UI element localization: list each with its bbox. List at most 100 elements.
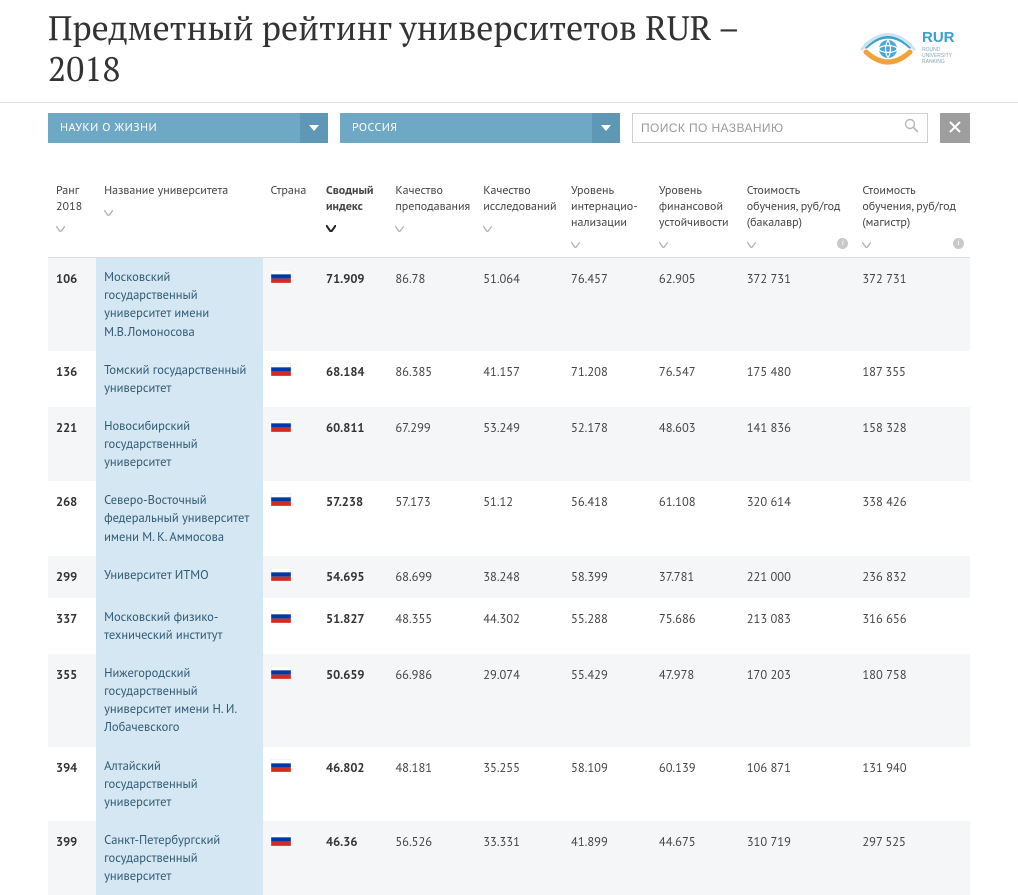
cell-rank: 299 [48, 556, 96, 598]
sort-icon [862, 237, 962, 251]
sort-icon [571, 237, 643, 251]
col-label: Страна [271, 183, 307, 198]
cell-index: 60.811 [318, 407, 387, 481]
col-label: Качество исследований [483, 183, 556, 214]
col-label: Стоимость обучения, руб/год (бакалавр) [747, 183, 841, 230]
cell-fin: 76.547 [651, 351, 739, 407]
table-row: 268Северо-Восточный федеральный универси… [48, 481, 970, 555]
cell-research: 51.064 [475, 258, 563, 351]
rur-logo: RUR ROUND UNIVERSITY RANKING [860, 8, 970, 73]
cell-teach: 86.78 [387, 258, 475, 351]
cell-intl: 55.288 [563, 598, 651, 654]
cell-rank: 268 [48, 481, 96, 555]
cell-rank: 221 [48, 407, 96, 481]
cell-fin: 75.686 [651, 598, 739, 654]
col-header-cost_ma[interactable]: Стоимость обучения, руб/год (магистр) i [854, 175, 970, 258]
cell-flag [263, 556, 318, 598]
cell-research: 53.249 [475, 407, 563, 481]
chevron-down-icon [300, 113, 328, 143]
cell-intl: 52.178 [563, 407, 651, 481]
cell-cost-ba: 221 000 [739, 556, 855, 598]
cell-intl: 58.399 [563, 556, 651, 598]
cell-flag [263, 654, 318, 747]
col-label: Название университета [104, 183, 228, 198]
cell-fin: 60.139 [651, 747, 739, 821]
col-label: Стоимость обучения, руб/год (магистр) [862, 183, 956, 230]
col-header-teach[interactable]: Качество преподавания [387, 175, 475, 258]
cell-fin: 48.603 [651, 407, 739, 481]
cell-fin: 62.905 [651, 258, 739, 351]
cell-research: 38.248 [475, 556, 563, 598]
cell-index: 54.695 [318, 556, 387, 598]
cell-flag [263, 258, 318, 351]
table-row: 299Университет ИТМО 54.69568.69938.24858.… [48, 556, 970, 598]
col-header-index[interactable]: Сводный индекс [318, 175, 387, 258]
subject-dropdown[interactable]: НАУКИ О ЖИЗНИ [48, 113, 328, 143]
sort-icon [659, 237, 731, 251]
close-button[interactable] [940, 113, 970, 143]
search-box[interactable] [632, 113, 928, 143]
cell-teach: 48.181 [387, 747, 475, 821]
col-header-research[interactable]: Качество исследований [475, 175, 563, 258]
page-header: Предметный рейтинг университетов RUR – 2… [0, 0, 1018, 103]
cell-flag [263, 598, 318, 654]
col-header-country: Страна [263, 175, 318, 258]
cell-fin: 61.108 [651, 481, 739, 555]
col-header-intl[interactable]: Уровень интернацио-нализации [563, 175, 651, 258]
cell-fin: 47.978 [651, 654, 739, 747]
country-dropdown[interactable]: РОССИЯ [340, 113, 620, 143]
table-row: 106Московский государственный университе… [48, 258, 970, 351]
cell-intl: 58.109 [563, 747, 651, 821]
col-header-name[interactable]: Название университета [96, 175, 262, 258]
col-label: Уровень финансовой устойчивости [659, 183, 729, 230]
cell-rank: 337 [48, 598, 96, 654]
cell-research: 51.12 [475, 481, 563, 555]
svg-text:RANKING: RANKING [922, 59, 945, 65]
cell-rank: 394 [48, 747, 96, 821]
cell-teach: 86.385 [387, 351, 475, 407]
filter-bar: НАУКИ О ЖИЗНИ РОССИЯ [0, 103, 1018, 153]
cell-index: 68.184 [318, 351, 387, 407]
cell-rank: 355 [48, 654, 96, 747]
cell-university[interactable]: Московский физико-технический институт [96, 598, 262, 654]
cell-cost-ba: 106 871 [739, 747, 855, 821]
cell-university[interactable]: Университет ИТМО [96, 556, 262, 598]
country-value: РОССИЯ [352, 120, 398, 135]
cell-cost-ba: 320 614 [739, 481, 855, 555]
cell-cost-ma: 338 426 [854, 481, 970, 555]
col-header-rank[interactable]: Ранг 2018 [48, 175, 96, 258]
info-icon[interactable]: i [953, 238, 964, 249]
table-row: 136Томский государственный университет 68… [48, 351, 970, 407]
cell-university[interactable]: Алтайский государственный университет [96, 747, 262, 821]
subject-value: НАУКИ О ЖИЗНИ [60, 120, 157, 135]
col-label: Ранг 2018 [56, 183, 82, 214]
cell-flag [263, 747, 318, 821]
cell-cost-ma: 158 328 [854, 407, 970, 481]
cell-teach: 68.699 [387, 556, 475, 598]
table-row: 355Нижегородский государственный универс… [48, 654, 970, 747]
search-input[interactable] [641, 121, 904, 135]
col-header-fin[interactable]: Уровень финансовой устойчивости [651, 175, 739, 258]
table-row: 221Новосибирский государственный универс… [48, 407, 970, 481]
sort-icon [271, 205, 310, 219]
cell-index: 50.659 [318, 654, 387, 747]
cell-rank: 136 [48, 351, 96, 407]
info-icon[interactable]: i [837, 238, 848, 249]
cell-rank: 106 [48, 258, 96, 351]
cell-university[interactable]: Северо-Восточный федеральный университет… [96, 481, 262, 555]
cell-university[interactable]: Московский государственный университет и… [96, 258, 262, 351]
col-label: Сводный индекс [326, 183, 373, 214]
page-title: Предметный рейтинг университетов RUR – 2… [48, 8, 798, 90]
cell-cost-ma: 180 758 [854, 654, 970, 747]
cell-teach: 66.986 [387, 654, 475, 747]
cell-index: 57.238 [318, 481, 387, 555]
cell-university[interactable]: Нижегородский государственный университе… [96, 654, 262, 747]
col-label: Качество преподавания [395, 183, 470, 214]
cell-flag [263, 481, 318, 555]
sort-icon [56, 221, 88, 235]
col-header-cost_ba[interactable]: Стоимость обучения, руб/год (бакалавр) i [739, 175, 855, 258]
cell-intl: 76.457 [563, 258, 651, 351]
cell-university[interactable]: Томский государственный университет [96, 351, 262, 407]
cell-university[interactable]: Новосибирский государственный университе… [96, 407, 262, 481]
cell-intl: 71.208 [563, 351, 651, 407]
